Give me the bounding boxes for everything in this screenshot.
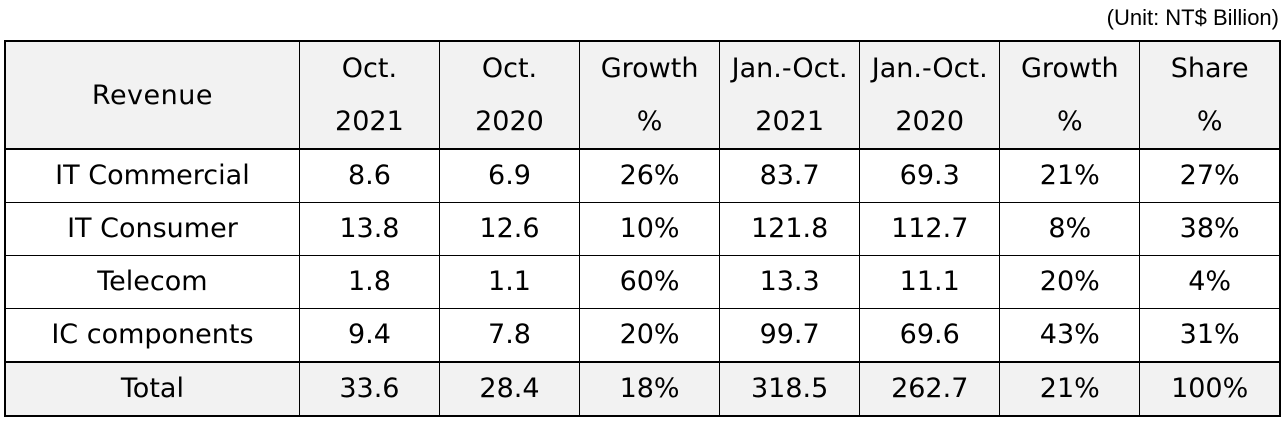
header-line2: % <box>1196 106 1223 137</box>
cell-growth-ytd: 8% <box>999 202 1141 256</box>
header-growth-month: Growth % <box>579 40 721 150</box>
cell-growth-month: 26% <box>579 148 721 203</box>
cell-jan-oct-2020: 11.1 <box>859 255 1001 309</box>
table-row: IC components 9.4 7.8 20% 99.7 69.6 43% … <box>4 308 1281 363</box>
cell-jan-oct-2020: 69.3 <box>859 148 1001 203</box>
header-line2: 2020 <box>895 106 965 137</box>
cell-growth-ytd: 43% <box>999 308 1141 363</box>
header-line2: % <box>1056 106 1083 137</box>
table-body: IT Commercial 8.6 6.9 26% 83.7 69.3 21% … <box>4 148 1281 417</box>
total-jan-oct-2021: 318.5 <box>719 361 861 417</box>
cell-growth-ytd: 21% <box>999 148 1141 203</box>
header-row: Revenue Oct. 2021 Oct. 2020 Growth % Jan… <box>4 40 1281 150</box>
header-jan-oct-2020: Jan.-Oct. 2020 <box>859 40 1001 150</box>
table-header: Revenue Oct. 2021 Oct. 2020 Growth % Jan… <box>4 40 1281 150</box>
cell-growth-month: 20% <box>579 308 721 363</box>
cell-oct-2020: 6.9 <box>438 148 581 203</box>
cell-growth-month: 60% <box>579 255 721 309</box>
total-growth-month: 18% <box>579 361 721 417</box>
header-line1: Share <box>1170 53 1249 84</box>
cell-oct-2021: 13.8 <box>298 202 440 256</box>
row-label: IT Commercial <box>4 148 300 203</box>
header-growth-ytd: Growth % <box>999 40 1141 150</box>
cell-oct-2020: 12.6 <box>438 202 581 256</box>
cell-oct-2021: 9.4 <box>298 308 440 363</box>
cell-jan-oct-2020: 69.6 <box>859 308 1001 363</box>
table-row: IT Commercial 8.6 6.9 26% 83.7 69.3 21% … <box>4 148 1281 203</box>
header-jan-oct-2021: Jan.-Oct. 2021 <box>719 40 861 150</box>
cell-oct-2020: 7.8 <box>438 308 581 363</box>
header-oct-2020: Oct. 2020 <box>438 40 581 150</box>
cell-share: 27% <box>1139 148 1281 203</box>
header-line2: 2021 <box>755 106 824 137</box>
header-line1: Jan.-Oct. <box>871 53 988 84</box>
row-label: IT Consumer <box>4 202 300 256</box>
header-line1: Oct. <box>341 53 398 84</box>
table-row: Telecom 1.8 1.1 60% 13.3 11.1 20% 4% <box>4 255 1281 309</box>
total-row: Total 33.6 28.4 18% 318.5 262.7 21% 100% <box>4 361 1281 417</box>
total-share: 100% <box>1139 361 1281 417</box>
total-oct-2020: 28.4 <box>438 361 581 417</box>
table-row: IT Consumer 13.8 12.6 10% 121.8 112.7 8%… <box>4 202 1281 256</box>
cell-jan-oct-2021: 13.3 <box>719 255 861 309</box>
header-line2: 2021 <box>335 106 404 137</box>
cell-jan-oct-2021: 83.7 <box>719 148 861 203</box>
header-line1: Oct. <box>481 53 538 84</box>
row-label: IC components <box>4 308 300 363</box>
header-line2: 2020 <box>475 106 544 137</box>
header-line1: Jan.-Oct. <box>731 53 848 84</box>
total-oct-2021: 33.6 <box>298 361 440 417</box>
cell-oct-2020: 1.1 <box>438 255 581 309</box>
header-share: Share % <box>1139 40 1281 150</box>
total-label: Total <box>4 361 300 417</box>
header-line2: % <box>636 106 663 137</box>
cell-jan-oct-2020: 112.7 <box>859 202 1001 256</box>
cell-share: 31% <box>1139 308 1281 363</box>
cell-share: 38% <box>1139 202 1281 256</box>
total-jan-oct-2020: 262.7 <box>859 361 1001 417</box>
cell-oct-2021: 1.8 <box>298 255 440 309</box>
header-oct-2021: Oct. 2021 <box>298 40 440 150</box>
header-revenue-label: Revenue <box>4 40 300 150</box>
cell-jan-oct-2021: 121.8 <box>719 202 861 256</box>
header-line1: Growth <box>1020 53 1119 84</box>
header-line1: Growth <box>600 53 699 84</box>
cell-growth-ytd: 20% <box>999 255 1141 309</box>
row-label: Telecom <box>4 255 300 309</box>
cell-share: 4% <box>1139 255 1281 309</box>
cell-growth-month: 10% <box>579 202 721 256</box>
total-growth-ytd: 21% <box>999 361 1141 417</box>
cell-oct-2021: 8.6 <box>298 148 440 203</box>
revenue-table: Revenue Oct. 2021 Oct. 2020 Growth % Jan… <box>4 40 1281 417</box>
cell-jan-oct-2021: 99.7 <box>719 308 861 363</box>
unit-note: (Unit: NT$ Billion) <box>1106 5 1279 30</box>
